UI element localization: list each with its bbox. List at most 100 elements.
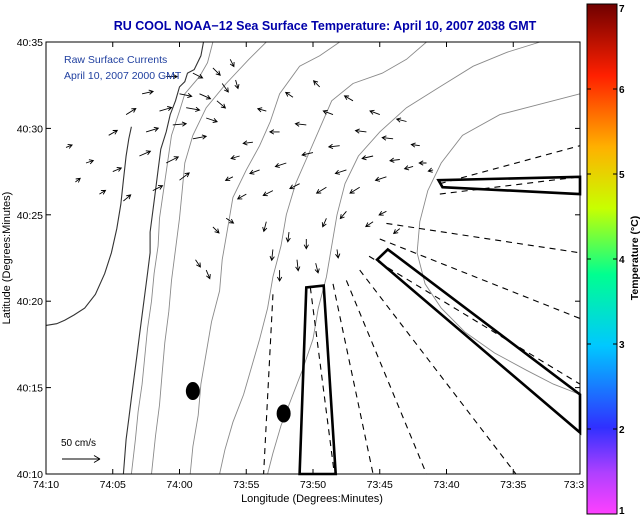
current-vector [365,221,374,228]
current-vector [212,226,220,234]
current-vector [166,74,179,80]
current-vector [225,217,235,224]
current-vector [212,67,221,76]
current-vector [229,59,235,68]
current-vector [139,150,152,157]
current-vector [216,100,227,109]
current-vector [125,107,137,115]
x-tick-label: 73:45 [367,479,393,491]
x-tick-label: 73:55 [233,479,259,491]
current-vector [410,142,420,148]
current-vector [65,143,73,149]
x-tick-label: 73:50 [300,479,326,491]
colorbar-tick-label: 6 [619,85,625,96]
current-vector [75,177,81,183]
radial-line [439,176,581,195]
colorbar-tick-label: 2 [619,425,625,436]
current-vector [418,160,427,166]
colorbar-ticks: 1 2 3 4 5 6 7 [587,3,625,517]
current-vector [274,162,287,168]
x-tick-label: 73:3 [564,479,585,491]
radial-line [439,145,581,185]
current-vector [392,228,401,235]
current-vector [289,183,300,190]
current-vector [301,151,314,157]
current-vector [262,190,274,197]
current-vector [186,106,201,112]
current-vector [312,80,321,88]
inlet-shore-line [45,126,132,326]
x-tick-label: 73:35 [500,479,526,491]
radial-line [345,280,427,475]
current-vector [389,157,400,163]
y-tick-label: 40:15 [17,383,43,395]
current-vector [284,91,294,98]
radial-line [309,287,335,475]
current-vector [314,263,320,274]
current-vector [303,239,309,250]
current-vector [269,249,275,262]
current-vector [195,259,201,268]
coastline-line [122,41,205,475]
y-tick-label: 40:35 [17,37,43,49]
y-axis-label: Latitude (Degrees:Minutes) [1,192,13,325]
marker-dot [276,404,291,423]
radial-line [263,294,274,475]
current-vector [395,117,407,123]
colorbar-label: Temperature (°C) [629,216,641,301]
current-vector [152,185,164,192]
scale-label: 50 cm/s [61,438,96,449]
current-vector [277,270,283,282]
current-vector [165,156,180,164]
current-vector [234,79,240,90]
coastline [45,41,205,475]
annotation-line-1: Raw Surface Currents [64,54,167,66]
current-vector [159,106,173,112]
current-vector [294,121,307,127]
current-vector [262,221,268,233]
current-vector [322,109,334,116]
x-tick-label: 74:00 [166,479,192,491]
current-vector [206,117,218,123]
annotation-line-2: April 10, 2007 2000 GMT [64,70,182,82]
x-tick-label: 74:05 [100,479,126,491]
colorbar-tick-label: 1 [619,506,625,517]
current-vector [179,92,193,99]
current-vector [85,159,95,165]
bathymetry-contours [130,41,581,475]
current-vector [256,107,267,113]
current-vectors [65,59,434,282]
y-tick-label: 40:10 [17,469,43,481]
current-vector [327,143,340,150]
current-vector [369,109,380,116]
bathymetry-contour [267,41,541,475]
current-vector [205,269,211,280]
y-tick-label: 40:30 [17,123,43,135]
current-vector [381,135,394,141]
scale-arrow [62,455,101,463]
colorbar-tick-label: 7 [619,4,625,15]
radial-line [359,269,517,475]
current-vector [335,249,341,259]
current-vector [236,193,247,200]
current-vector [112,167,123,173]
current-vector [295,259,301,272]
current-vector [199,93,212,100]
current-vector [339,211,347,220]
colorbar-tick-label: 3 [619,340,625,351]
current-vector [354,128,367,134]
y-axis-ticks: 40:35 40:30 40:25 40:20 40:15 40:10 [17,37,580,481]
colorbar-tick-label: 4 [619,255,625,266]
radial-line [379,238,581,319]
current-vector [321,218,327,228]
colorbar [586,3,618,515]
current-vector [221,83,229,93]
current-vector [108,129,119,136]
x-axis-ticks: 74:10 74:05 74:00 73:55 73:50 73:45 73:40 73:35… [33,42,585,491]
current-vector [172,121,188,127]
current-vector [427,167,434,173]
current-vector [224,176,234,182]
current-vector [99,189,107,195]
